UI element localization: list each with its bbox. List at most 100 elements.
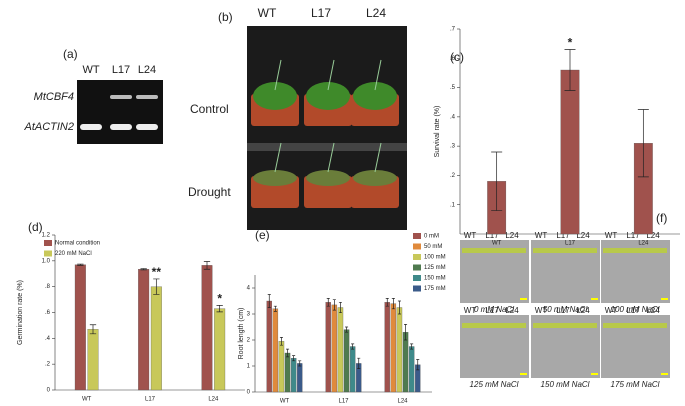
bar [325, 302, 331, 393]
stem [274, 59, 282, 91]
y-tick-label: 3 [247, 312, 251, 318]
seedlings [603, 248, 667, 253]
band [110, 95, 132, 99]
bar [390, 303, 397, 393]
y-tick-label: 4 [247, 286, 251, 292]
lane-label: WT [535, 306, 548, 315]
panel-label: (d) [28, 220, 43, 234]
y-tick-label: .6 [450, 56, 456, 62]
lane-label: WT [464, 306, 477, 315]
bar [560, 69, 580, 235]
legend-label: Normal condition [55, 241, 100, 247]
bar [343, 329, 350, 393]
bar [201, 265, 213, 391]
error-bar [216, 305, 223, 313]
error-bar [153, 278, 160, 295]
lane-label: L17 [485, 231, 499, 240]
bar [284, 352, 291, 393]
seedlings [603, 323, 667, 328]
lane-label: WT [605, 306, 618, 315]
y-tick-label: .4 [450, 114, 456, 120]
error-bar [140, 268, 147, 271]
y-tick-label: 0 [47, 388, 51, 394]
legend-swatch [413, 243, 421, 250]
lane-label: L17 [311, 6, 331, 20]
error-bar [267, 294, 271, 308]
scale-bar [520, 298, 527, 300]
gene-label: MtCBF4 [34, 91, 74, 103]
x-tick-label: L24 [638, 241, 649, 247]
band [80, 124, 102, 130]
error-bar [404, 324, 408, 341]
bar [278, 341, 285, 393]
y-tick-label: 1.2 [42, 233, 51, 239]
lane-label: L17 [556, 306, 570, 315]
treatment-label: 50 mM NaCl [543, 305, 588, 314]
error-bar [385, 298, 389, 307]
error-bar [89, 324, 97, 335]
error-bar [77, 263, 84, 266]
y-tick-label: 2 [247, 338, 251, 344]
seedlings [462, 323, 526, 328]
scale-bar [661, 298, 668, 300]
significance: * [217, 292, 222, 306]
gene-label: AtACTIN2 [23, 121, 74, 133]
lane-label: WT [605, 231, 618, 240]
stem [327, 59, 335, 91]
x-tick-label: L17 [338, 399, 349, 405]
treatment-label: 175 mM NaCl [611, 380, 660, 389]
legend-label: 50 mM [424, 244, 442, 250]
legend-swatch [413, 233, 421, 239]
plant [353, 170, 397, 186]
scale-bar [591, 298, 598, 300]
lane-label: L17 [626, 231, 640, 240]
error-bar [351, 343, 355, 350]
x-tick-label: L17 [565, 241, 576, 247]
error-bar [298, 360, 302, 367]
legend-swatch [413, 254, 421, 260]
legend-swatch [413, 285, 421, 292]
x-tick-label: WT [82, 397, 92, 403]
treatment-label: 125 mM NaCl [470, 380, 519, 389]
lane-label: L24 [576, 306, 590, 315]
error-bar [273, 305, 277, 312]
x-tick-label: WT [492, 241, 502, 247]
lane-label: WT [82, 64, 99, 76]
error-bar [416, 359, 420, 371]
y-tick-label: .6 [45, 310, 51, 316]
error-bar [345, 326, 349, 333]
treatment-label: 150 mM NaCl [541, 380, 590, 389]
band [110, 124, 132, 130]
legend-label: 125 mM [424, 265, 446, 271]
scale-bar [591, 373, 598, 375]
y-tick-label: 0 [247, 390, 251, 396]
bar [408, 346, 415, 393]
y-tick-label: 1.0 [42, 258, 51, 264]
y-tick-label: .1 [450, 202, 456, 208]
y-tick-label: .2 [45, 362, 51, 368]
lane-label: WT [464, 231, 477, 240]
legend-label: 220 mM NaCl [55, 251, 92, 257]
y-tick-label: .4 [45, 336, 51, 342]
bar [402, 332, 409, 393]
bar [396, 307, 403, 393]
y-tick-label: .8 [45, 284, 51, 290]
seedlings [462, 248, 526, 253]
panel-label: (f) [656, 211, 667, 225]
significance: ** [152, 265, 162, 279]
lane-label: WT [535, 231, 548, 240]
error-bar [564, 49, 576, 91]
treatment-label: 0 mM NaCl [474, 305, 514, 314]
lane-label: L24 [646, 306, 660, 315]
row-label: Drought [188, 185, 231, 199]
bar [337, 307, 344, 393]
bar [87, 329, 99, 391]
plant [306, 170, 350, 186]
legend-label: 150 mM [424, 276, 446, 282]
lane-label: L17 [112, 64, 130, 76]
error-bar [286, 348, 290, 358]
error-bar [410, 343, 414, 350]
error-bar [491, 151, 503, 211]
lane-label: L17 [626, 306, 640, 315]
